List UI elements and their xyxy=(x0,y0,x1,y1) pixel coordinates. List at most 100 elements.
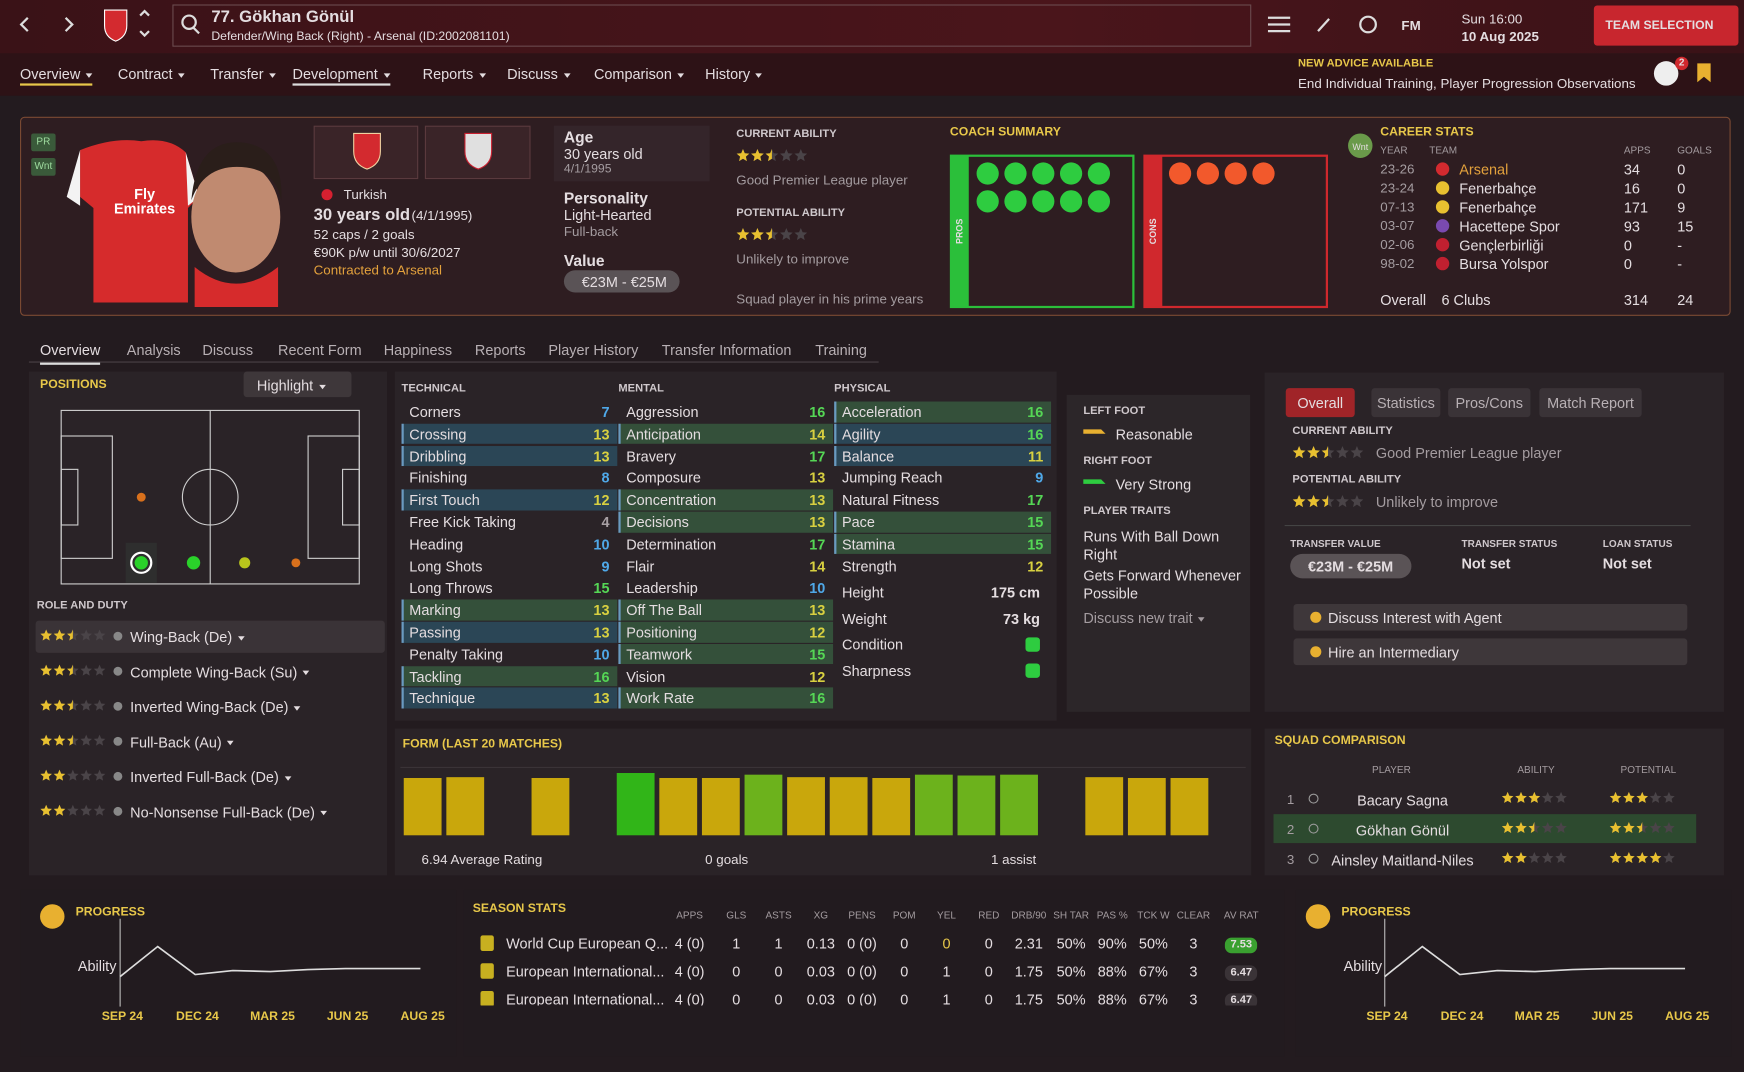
nav-item[interactable]: Overview xyxy=(20,66,93,86)
year: 02-06 xyxy=(1380,236,1415,253)
attribute-group: PHYSICAL xyxy=(834,382,891,395)
value-pill xyxy=(1290,553,1412,579)
column-header: PAS % xyxy=(1096,909,1128,921)
attribute-name: Natural Fitness xyxy=(841,491,940,509)
panel xyxy=(31,157,56,176)
role[interactable]: No-Nonsense Full-Back (De) xyxy=(130,804,327,821)
progress-title[interactable]: PROGRESS xyxy=(1341,905,1411,919)
dropdown-label[interactable]: Highlight xyxy=(257,377,326,394)
attribute-name: Strength xyxy=(841,557,897,575)
panel-tab[interactable]: Match Report xyxy=(1547,394,1634,412)
attribute-highlight xyxy=(618,643,834,665)
attribute-value: 10 xyxy=(809,579,826,597)
attribute-name: Positioning xyxy=(626,623,697,641)
team[interactable]: Arsenal xyxy=(1459,161,1509,178)
team: Bursa Yolspor xyxy=(1459,255,1549,273)
stat: 3 xyxy=(1189,935,1198,953)
apps: 0 xyxy=(1623,255,1632,273)
nav-item[interactable]: Reports xyxy=(423,66,486,83)
attribute-value: 17 xyxy=(809,535,826,553)
coach-title[interactable]: COACH SUMMARY xyxy=(949,125,1061,140)
attribute-name: Heading xyxy=(409,535,464,553)
role[interactable]: Complete Wing-Back (Su) xyxy=(130,663,309,680)
stat: 2.31 xyxy=(1014,935,1043,953)
career-title[interactable]: CAREER STATS xyxy=(1380,125,1474,140)
role[interactable]: Full-Back (Au) xyxy=(130,734,234,751)
potential-ability-label: POTENTIAL ABILITY xyxy=(1292,473,1402,487)
tab[interactable]: Player History xyxy=(548,341,639,359)
attribute-value: 15 xyxy=(809,645,826,663)
role[interactable]: Wing-Back (De) xyxy=(130,628,244,645)
tab[interactable]: Overview xyxy=(40,341,101,365)
apps: 0 xyxy=(1623,236,1632,254)
team-selection[interactable]: TEAM SELECTION xyxy=(1605,18,1714,33)
attribute-value: 12 xyxy=(809,623,826,641)
nav-item[interactable]: Development xyxy=(292,66,390,86)
nav-item[interactable]: Comparison xyxy=(594,66,684,83)
attribute-highlight xyxy=(834,445,1052,467)
tab[interactable]: Training xyxy=(815,341,867,359)
attribute-name: Balance xyxy=(841,447,895,465)
foot-label: LEFT FOOT xyxy=(1083,404,1146,418)
attribute-highlight xyxy=(618,511,834,533)
tab[interactable]: Discuss xyxy=(202,341,254,359)
feet-panel xyxy=(1066,394,1251,712)
tab-box xyxy=(1285,388,1355,418)
transfer-status: Not set xyxy=(1461,555,1511,572)
x-tick-label: DEC 24 xyxy=(1440,1009,1484,1024)
progress-title[interactable]: PROGRESS xyxy=(75,905,145,919)
attribute-name: Free Kick Taking xyxy=(409,513,516,531)
attribute-highlight xyxy=(618,687,834,709)
caps: 52 caps / 2 goals xyxy=(313,226,415,243)
column-header: POM xyxy=(892,909,916,921)
role[interactable]: Inverted Wing-Back (De) xyxy=(130,698,301,715)
year: 07-13 xyxy=(1380,199,1415,215)
column-header: POTENTIAL xyxy=(1620,764,1677,776)
action-button[interactable]: Discuss Interest with Agent xyxy=(1328,609,1502,627)
selected-row xyxy=(1273,814,1697,844)
stat: 4 (0) xyxy=(674,991,705,1006)
stat: 1 xyxy=(732,935,741,953)
stat: 4 (0) xyxy=(674,935,705,953)
season-title[interactable]: SEASON STATS xyxy=(472,902,567,916)
tab[interactable]: Happiness xyxy=(383,341,453,359)
year: 03-07 xyxy=(1380,218,1415,234)
stat: 6.47 xyxy=(1224,965,1258,982)
tab[interactable]: Recent Form xyxy=(278,341,362,359)
attribute-name: Finishing xyxy=(409,469,468,487)
squad-title[interactable]: SQUAD COMPARISON xyxy=(1274,734,1406,748)
competition: European International... xyxy=(506,991,665,1006)
attribute-name: Technique xyxy=(409,690,476,707)
action-button[interactable]: Hire an Intermediary xyxy=(1328,643,1460,661)
column-header: GLS xyxy=(726,909,747,921)
discuss-trait[interactable]: Discuss new trait xyxy=(1083,610,1205,627)
stat: 0 xyxy=(900,963,909,980)
tab[interactable]: Transfer Information xyxy=(661,341,792,359)
status-label: TRANSFER VALUE xyxy=(1290,538,1381,550)
apps: 16 xyxy=(1623,180,1640,197)
nav-item[interactable]: Contract xyxy=(118,66,185,83)
nav-item[interactable]: History xyxy=(705,66,762,83)
tab[interactable]: Reports xyxy=(474,341,526,359)
panel-tab[interactable]: Pros/Cons xyxy=(1455,394,1524,412)
stat: 50% xyxy=(1138,935,1168,953)
attribute-value: 13 xyxy=(809,513,826,531)
badge: Wnt xyxy=(34,160,53,172)
tab[interactable]: Analysis xyxy=(126,341,181,359)
nav-item[interactable]: Transfer xyxy=(210,66,276,83)
role[interactable]: Inverted Full-Back (De) xyxy=(130,769,291,786)
panel-tab[interactable]: Statistics xyxy=(1376,394,1435,412)
current-ability-label: CURRENT ABILITY xyxy=(1292,424,1393,438)
positions-title[interactable]: POSITIONS xyxy=(40,378,107,392)
attribute-value: 13 xyxy=(593,690,610,707)
attribute-value: 15 xyxy=(1027,513,1044,531)
nav-item[interactable]: Discuss xyxy=(507,66,570,83)
stat: 90% xyxy=(1097,935,1127,953)
form-title[interactable]: FORM (LAST 20 MATCHES) xyxy=(402,737,563,751)
attribute-name: Off The Ball xyxy=(626,601,703,619)
attribute-name: Decisions xyxy=(626,513,689,531)
competition: European International... xyxy=(506,963,665,980)
season-panel xyxy=(463,889,1285,1057)
goals: 0 goals xyxy=(705,851,749,868)
panel-tab[interactable]: Overall xyxy=(1297,394,1344,412)
